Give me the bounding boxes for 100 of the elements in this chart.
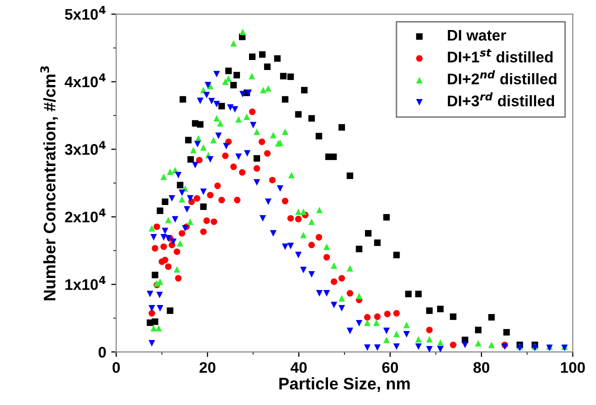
point bbox=[503, 329, 510, 336]
point bbox=[415, 290, 422, 298]
point bbox=[280, 72, 287, 80]
point bbox=[426, 326, 433, 334]
point bbox=[222, 152, 229, 160]
point bbox=[218, 196, 225, 204]
point bbox=[330, 154, 337, 160]
point bbox=[264, 150, 271, 157]
point bbox=[165, 263, 172, 270]
point bbox=[346, 290, 354, 297]
point bbox=[474, 326, 482, 334]
y-tick-label: 3x10$^{4}$ bbox=[64, 141, 106, 155]
point bbox=[295, 216, 302, 222]
point bbox=[282, 198, 288, 204]
point bbox=[176, 182, 184, 188]
point bbox=[196, 156, 203, 164]
x-tick-label: 100 bbox=[560, 362, 585, 373]
point bbox=[323, 254, 330, 261]
y-tick-label: 5x10$^{4}$ bbox=[64, 6, 106, 20]
point bbox=[393, 252, 400, 258]
y-tick-label: 1x10$^{4}$ bbox=[65, 276, 106, 290]
point bbox=[282, 96, 288, 103]
point bbox=[308, 115, 315, 122]
point bbox=[178, 230, 186, 237]
legend-label: DI water bbox=[448, 30, 506, 41]
point bbox=[437, 306, 444, 312]
point bbox=[308, 242, 315, 248]
point bbox=[152, 245, 158, 252]
point bbox=[287, 74, 294, 80]
point bbox=[274, 55, 281, 62]
point bbox=[264, 64, 271, 70]
y-tick-label: 4x10$^{4}$ bbox=[64, 74, 106, 88]
y-tick-label: 2x10$^{4}$ bbox=[65, 208, 106, 222]
x-tick-label: 80 bbox=[473, 362, 490, 373]
x-axis-title: Particle Size, nm bbox=[279, 377, 410, 392]
x-tick-label: 40 bbox=[290, 362, 307, 373]
legend-label: DI+2$^{nd}$ distilled bbox=[448, 70, 556, 84]
point bbox=[154, 223, 160, 230]
point bbox=[200, 228, 207, 235]
point bbox=[259, 51, 266, 58]
point bbox=[488, 314, 495, 321]
point bbox=[405, 290, 412, 298]
point bbox=[162, 198, 168, 206]
point bbox=[152, 272, 158, 278]
point bbox=[225, 68, 232, 74]
point bbox=[383, 214, 390, 221]
point bbox=[162, 256, 168, 264]
point bbox=[269, 176, 276, 184]
point bbox=[210, 218, 218, 225]
point bbox=[185, 136, 192, 144]
point bbox=[316, 234, 322, 241]
point bbox=[338, 275, 346, 282]
point bbox=[258, 138, 266, 146]
point bbox=[287, 215, 294, 222]
point bbox=[346, 172, 354, 180]
point bbox=[180, 96, 186, 103]
point bbox=[166, 307, 174, 314]
point bbox=[148, 310, 156, 317]
point bbox=[203, 217, 210, 224]
point bbox=[426, 307, 433, 314]
point bbox=[374, 313, 381, 320]
point bbox=[254, 165, 260, 172]
point bbox=[230, 164, 237, 170]
legend-label: DI+3$^{rd}$ distilled bbox=[448, 92, 554, 106]
x-tick-label: 0 bbox=[112, 362, 120, 373]
point bbox=[152, 318, 158, 325]
point bbox=[254, 155, 260, 162]
point bbox=[364, 230, 372, 237]
point bbox=[233, 72, 240, 78]
x-tick-label: 60 bbox=[382, 362, 398, 373]
point bbox=[330, 278, 338, 285]
y-axis-title: Number Concentration, #/cm$^{3}$ bbox=[40, 66, 58, 300]
x-tick-label: 20 bbox=[200, 362, 216, 373]
point bbox=[393, 310, 400, 317]
point bbox=[295, 111, 302, 118]
y-tick-label: 0 bbox=[98, 346, 106, 358]
point bbox=[174, 248, 180, 255]
point bbox=[207, 192, 214, 198]
point bbox=[450, 342, 456, 348]
point bbox=[338, 124, 346, 131]
point bbox=[238, 169, 246, 176]
point bbox=[234, 196, 240, 204]
point bbox=[450, 313, 456, 320]
point bbox=[316, 132, 322, 140]
point bbox=[196, 121, 204, 128]
point bbox=[218, 102, 225, 110]
point bbox=[160, 243, 167, 250]
point bbox=[249, 108, 256, 116]
point bbox=[156, 208, 164, 214]
point bbox=[384, 310, 391, 318]
point bbox=[214, 182, 221, 190]
point bbox=[364, 314, 371, 321]
point bbox=[194, 195, 200, 202]
point bbox=[374, 239, 381, 246]
point bbox=[230, 82, 237, 88]
point bbox=[175, 275, 182, 282]
point bbox=[356, 246, 362, 252]
point bbox=[200, 203, 207, 210]
point bbox=[187, 156, 194, 163]
legend-label: DI+1$^{st}$ distilled bbox=[448, 48, 553, 62]
